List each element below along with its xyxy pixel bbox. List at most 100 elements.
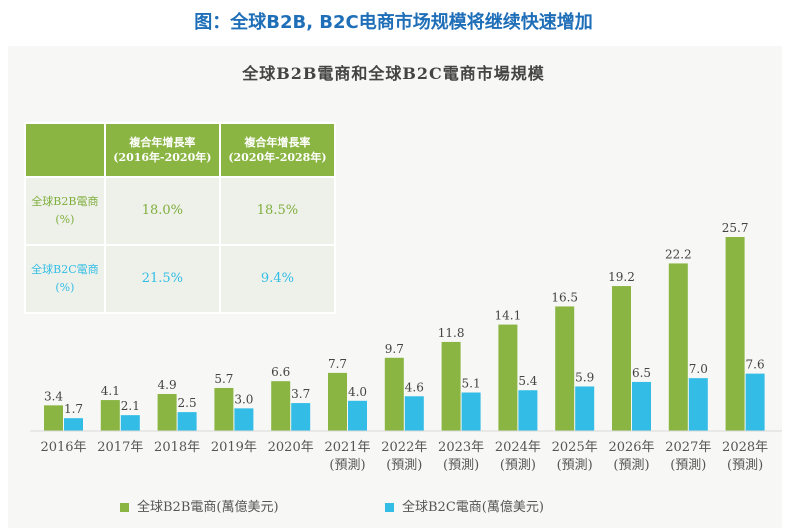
x-tick-label: 2018年 bbox=[154, 440, 200, 455]
cell-value: 21.5% bbox=[103, 244, 221, 314]
data-label: 4.6 bbox=[405, 380, 424, 394]
bar-b2b bbox=[100, 400, 120, 431]
row-label-text: 全球B2C電商 (%) bbox=[31, 263, 99, 294]
data-label: 6.6 bbox=[271, 365, 290, 379]
data-label: 1.7 bbox=[64, 402, 83, 416]
data-label: 2.1 bbox=[121, 399, 140, 413]
data-label: 5.7 bbox=[214, 372, 233, 386]
table-row-b2b: 全球B2B電商 (%) 18.0% 18.5% bbox=[24, 176, 337, 246]
x-tick-label: (預測) bbox=[329, 458, 365, 473]
bar-b2b bbox=[157, 394, 177, 431]
data-label: 3.0 bbox=[234, 392, 253, 406]
x-tick-label: (預測) bbox=[500, 458, 536, 473]
table-corner-cell bbox=[24, 122, 106, 178]
data-label: 5.9 bbox=[575, 370, 594, 384]
bar-b2c bbox=[575, 386, 595, 431]
data-label: 14.1 bbox=[495, 309, 522, 323]
legend-label-b2c: 全球B2C電商(萬億美元) bbox=[402, 500, 544, 515]
x-tick-label: 2024年 bbox=[495, 440, 541, 455]
x-tick-label: (預測) bbox=[727, 458, 763, 473]
x-tick-label: 2022年 bbox=[381, 440, 427, 455]
x-tick-label: 2023年 bbox=[438, 440, 484, 455]
bar-b2c bbox=[291, 403, 311, 431]
bar-b2b bbox=[555, 306, 575, 431]
bar-b2c bbox=[177, 412, 197, 431]
banner-title: 图：全球B2B, B2C电商市场规模将继续快速增加 bbox=[194, 12, 593, 33]
x-tick-label: 2019年 bbox=[211, 440, 257, 455]
table-header-row: 複合年增長率 (2016年-2020年) 複合年增長率 (2020年-2028年) bbox=[24, 122, 337, 178]
data-label: 25.7 bbox=[722, 221, 749, 235]
bar-b2b bbox=[668, 263, 688, 431]
x-tick-label: (預測) bbox=[386, 458, 422, 473]
data-label: 3.4 bbox=[44, 389, 63, 403]
table-header-cell: 複合年增長率 (2020年-2028年) bbox=[218, 122, 337, 178]
bar-b2b bbox=[384, 357, 404, 431]
row-label-text: 全球B2B電商 (%) bbox=[31, 195, 99, 226]
bar-b2c bbox=[64, 418, 83, 431]
bar-b2b bbox=[44, 405, 63, 431]
data-label: 2.5 bbox=[178, 396, 197, 410]
x-tick-label: (預測) bbox=[670, 458, 706, 473]
header-text: 複合年增長率 (2020年-2028年) bbox=[228, 136, 327, 164]
bar-b2b bbox=[498, 324, 518, 431]
bar-b2c bbox=[745, 373, 765, 431]
cell-value: 18.0% bbox=[103, 176, 221, 246]
ticks-layer: 2016年 2017年 2018年 2019年 2020年 2021年 (預測) 2022年 (… bbox=[30, 430, 782, 473]
x-tick-label: (預測) bbox=[443, 458, 479, 473]
x-tick-label: 2025年 bbox=[552, 440, 598, 455]
row-label-b2c: 全球B2C電商 (%) bbox=[24, 244, 106, 314]
bar-b2c bbox=[120, 415, 140, 431]
data-label: 11.8 bbox=[438, 326, 465, 340]
cell-value: 18.5% bbox=[218, 176, 337, 246]
chart-title: 全球B2B電商和全球B2C電商市場規模 bbox=[242, 64, 545, 83]
bar-b2c bbox=[632, 381, 651, 431]
table-row-b2c: 全球B2C電商 (%) 21.5% 9.4% bbox=[24, 244, 337, 314]
x-tick-label: 2021年 bbox=[324, 440, 370, 455]
bar-b2b bbox=[214, 387, 234, 431]
data-label: 7.0 bbox=[689, 362, 708, 376]
header-text: 複合年增長率 (2016年-2020年) bbox=[113, 136, 212, 164]
row-label-b2b: 全球B2B電商 (%) bbox=[24, 176, 106, 246]
x-tick-label: 2027年 bbox=[665, 440, 711, 455]
data-label: 19.2 bbox=[608, 270, 635, 284]
bar-b2c bbox=[404, 396, 424, 431]
labels-layer: 3.41.7 4.12.1 4.92.5 5.73.0 6.63.7 7.74.0 9.7 4… bbox=[44, 221, 765, 416]
legend-swatch-b2c bbox=[385, 503, 394, 512]
legend-label-b2b: 全球B2B電商(萬億美元) bbox=[137, 500, 279, 515]
data-label: 4.0 bbox=[348, 385, 367, 399]
bar-b2c bbox=[348, 400, 367, 431]
bars-layer bbox=[44, 237, 765, 431]
cell-value: 9.4% bbox=[218, 244, 337, 314]
bar-b2c bbox=[518, 390, 538, 431]
x-tick-label: 2026年 bbox=[608, 440, 654, 455]
bar-b2b bbox=[725, 237, 745, 431]
bar-b2c bbox=[234, 408, 254, 431]
data-label: 16.5 bbox=[551, 290, 578, 304]
table-header-cell: 複合年增長率 (2016年-2020年) bbox=[103, 122, 221, 178]
data-label: 22.2 bbox=[665, 247, 692, 261]
data-label: 4.1 bbox=[101, 384, 120, 398]
x-tick-label: 2020年 bbox=[268, 440, 314, 455]
legend-item-b2c: 全球B2C電商(萬億美元) bbox=[385, 496, 544, 515]
legend-swatch-b2b bbox=[120, 503, 129, 512]
bar-b2b bbox=[441, 341, 461, 431]
bar-b2c bbox=[461, 392, 481, 431]
legend-item-b2b: 全球B2B電商(萬億美元) bbox=[120, 496, 279, 515]
data-label: 5.1 bbox=[462, 377, 481, 391]
bar-b2b bbox=[271, 381, 291, 431]
x-tick-label: (預測) bbox=[557, 458, 593, 473]
data-label: 7.6 bbox=[746, 358, 765, 372]
x-tick-label: (預測) bbox=[613, 458, 649, 473]
x-tick-label: 2028年 bbox=[722, 440, 768, 455]
cagr-table: 複合年增長率 (2016年-2020年) 複合年增長率 (2020年-2028年) … bbox=[24, 122, 337, 314]
x-tick-label: 2017年 bbox=[97, 440, 143, 455]
bar-b2b bbox=[328, 372, 347, 431]
data-label: 5.4 bbox=[518, 374, 537, 388]
x-tick-label: 2016年 bbox=[40, 440, 86, 455]
data-label: 3.7 bbox=[291, 387, 310, 401]
data-label: 4.9 bbox=[158, 378, 177, 392]
bar-b2b bbox=[612, 286, 631, 431]
data-label: 6.5 bbox=[632, 366, 651, 380]
data-label: 9.7 bbox=[385, 342, 404, 356]
